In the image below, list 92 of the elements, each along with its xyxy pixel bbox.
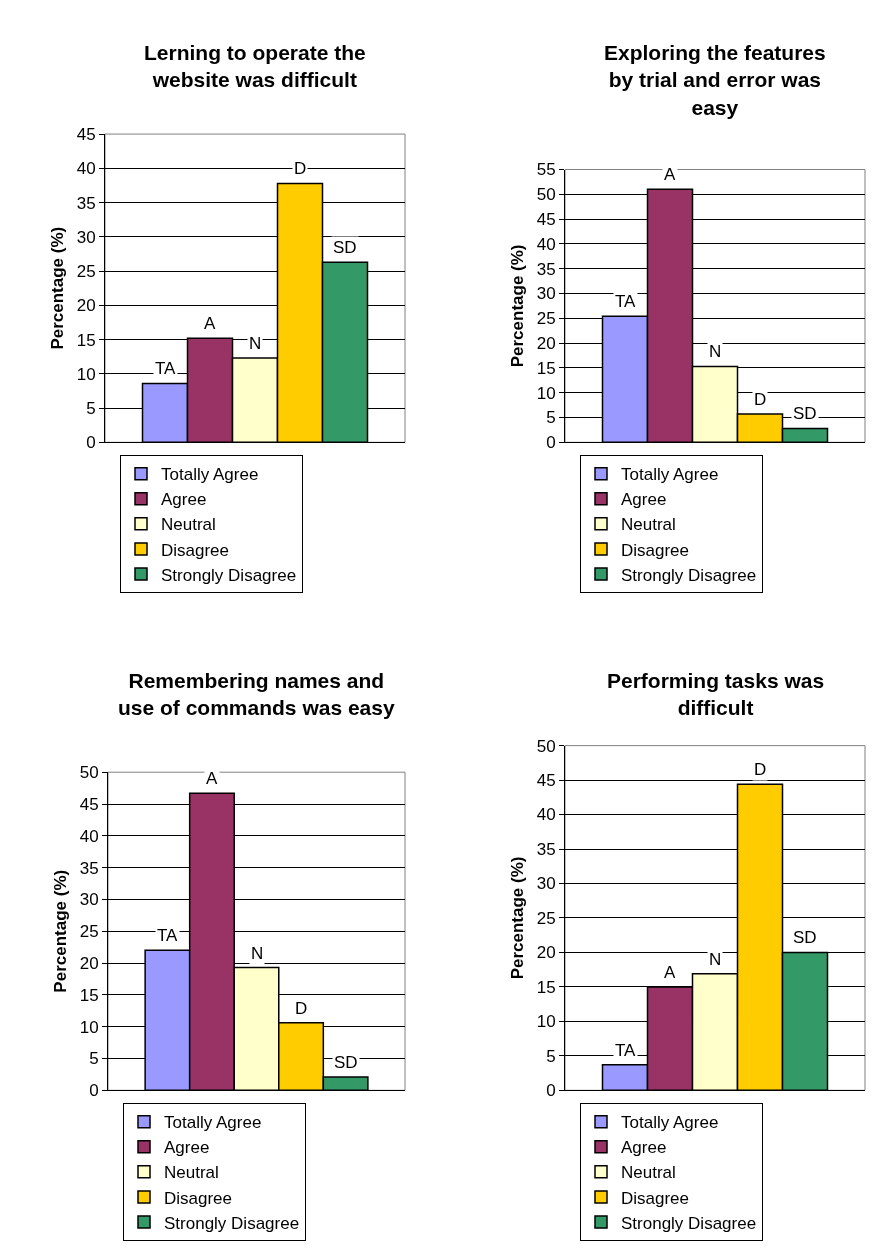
- y-tick-label: 25: [76, 262, 96, 282]
- y-tick-label: 5: [546, 408, 556, 428]
- y-tick-label: 30: [76, 227, 96, 247]
- legend-label: Totally Agree: [621, 1113, 719, 1133]
- y-tick-label: 45: [79, 794, 99, 814]
- data-label: TA: [615, 292, 637, 311]
- legend-label: Agree: [621, 490, 667, 510]
- y-tick-label: 40: [536, 805, 556, 825]
- y-tick-label: 40: [76, 159, 96, 179]
- legend-label: Disagree: [621, 1188, 690, 1208]
- data-label: TA: [155, 359, 177, 378]
- y-tick-label: 15: [536, 358, 556, 378]
- chart-title: Exploring the features by trial and error was easy: [604, 41, 826, 119]
- y-tick-label: 30: [79, 890, 99, 910]
- legend-label: Neutral: [164, 1163, 219, 1183]
- legend-label: Neutral: [621, 1163, 676, 1183]
- legend-label: Totally Agree: [621, 465, 719, 485]
- chart-title: Lerning to operate the website was difficult: [144, 41, 366, 92]
- legend-label: Neutral: [161, 515, 216, 535]
- data-label: SD: [793, 404, 817, 423]
- y-tick-label: 15: [79, 985, 99, 1005]
- y-axis-title: Percentage (%): [508, 244, 528, 368]
- y-tick-label: 50: [536, 736, 556, 756]
- y-tick-label: 25: [536, 309, 556, 329]
- chart-title: Remembering names and use of commands was easy: [118, 669, 395, 720]
- y-tick-label: 30: [536, 284, 556, 304]
- y-tick-label: 25: [79, 922, 99, 942]
- y-tick-label: 10: [76, 364, 96, 384]
- y-tick-label: 45: [76, 125, 96, 145]
- y-tick-label: 35: [76, 193, 96, 213]
- data-label: D: [295, 999, 308, 1018]
- data-label: SD: [334, 1053, 358, 1072]
- data-label: A: [206, 769, 218, 788]
- data-label: D: [754, 760, 767, 779]
- y-tick-label: 20: [76, 296, 96, 316]
- legend-label: Agree: [161, 490, 207, 510]
- data-label: D: [294, 159, 307, 178]
- y-tick-label: 20: [79, 954, 99, 973]
- y-tick-label: 15: [536, 977, 556, 997]
- data-label: A: [664, 165, 676, 184]
- y-tick-label: 50: [79, 763, 99, 783]
- y-tick-label: 10: [79, 1017, 99, 1037]
- legend-label: Strongly Disagree: [621, 1213, 757, 1233]
- y-tick-label: 35: [536, 259, 556, 279]
- data-label: D: [754, 390, 767, 409]
- legend-label: Disagree: [161, 540, 230, 560]
- legend-label: Strongly Disagree: [621, 565, 757, 585]
- y-tick-label: 35: [79, 858, 99, 878]
- legend-label: Neutral: [621, 515, 676, 535]
- data-label: N: [709, 950, 722, 969]
- data-label: TA: [615, 1041, 637, 1060]
- y-tick-label: 35: [536, 839, 556, 859]
- data-label: N: [709, 342, 722, 361]
- y-tick-label: 45: [536, 210, 556, 230]
- legend-label: Totally Agree: [164, 1113, 262, 1133]
- y-tick-label: 30: [536, 874, 556, 894]
- legend-label: Strongly Disagree: [164, 1213, 300, 1233]
- legend-label: Agree: [164, 1138, 210, 1158]
- y-tick-label: 5: [86, 399, 96, 419]
- y-axis-title: Percentage (%): [51, 869, 71, 993]
- y-tick-label: 0: [89, 1081, 99, 1101]
- chart-title: Performing tasks was difficult: [607, 669, 825, 720]
- data-label: N: [251, 944, 264, 963]
- y-tick-label: 55: [536, 160, 556, 180]
- data-label: SD: [333, 238, 357, 257]
- y-tick-label: 0: [86, 433, 96, 453]
- y-tick-label: 20: [536, 334, 556, 354]
- data-label: N: [249, 334, 262, 353]
- y-axis-title: Percentage (%): [508, 856, 528, 980]
- data-label: TA: [157, 926, 179, 945]
- legend-label: Totally Agree: [161, 465, 259, 485]
- y-tick-label: 10: [536, 383, 556, 403]
- legend-label: Disagree: [164, 1188, 233, 1208]
- data-label: A: [664, 963, 676, 982]
- y-tick-label: 0: [546, 1081, 556, 1101]
- legend-label: Strongly Disagree: [161, 565, 297, 585]
- legend-label: Disagree: [621, 540, 690, 560]
- legend-label: Agree: [621, 1138, 667, 1158]
- y-tick-label: 25: [536, 908, 556, 928]
- y-tick-label: 50: [536, 185, 556, 205]
- y-tick-label: 5: [89, 1049, 99, 1069]
- y-tick-label: 40: [79, 826, 99, 846]
- y-tick-label: 15: [76, 330, 96, 350]
- y-tick-label: 0: [546, 433, 556, 453]
- y-tick-label: 40: [536, 234, 556, 254]
- y-tick-label: 45: [536, 771, 556, 791]
- y-tick-label: 20: [536, 943, 556, 963]
- data-label: A: [204, 314, 216, 333]
- y-tick-label: 10: [536, 1012, 556, 1032]
- y-axis-title: Percentage (%): [48, 226, 68, 350]
- data-label: SD: [793, 928, 817, 947]
- y-tick-label: 5: [546, 1046, 556, 1066]
